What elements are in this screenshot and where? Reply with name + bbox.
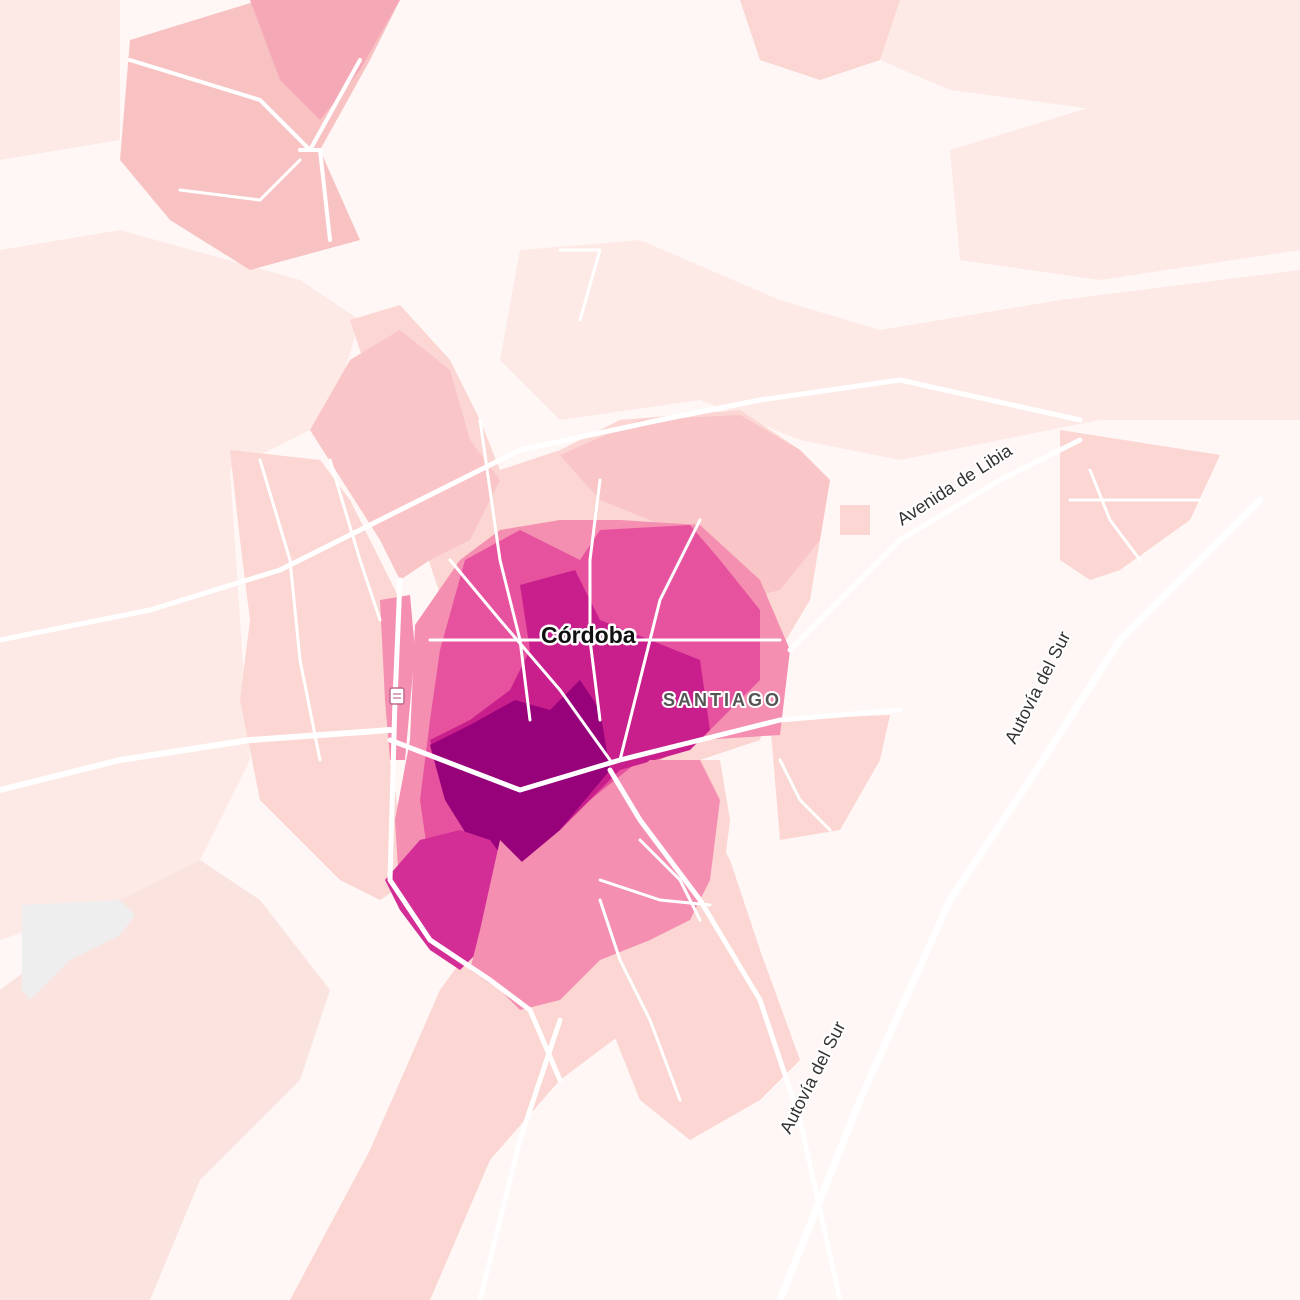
city-label: Córdoba [541, 622, 636, 648]
eastern-residential [770, 430, 1220, 840]
road-center-4 [448, 558, 612, 762]
north-neighborhood [120, 0, 900, 270]
road-river-north [387, 707, 903, 793]
road-east-grid-1 [1088, 468, 1142, 562]
road-across-1 [638, 838, 702, 922]
road-bridge-south [477, 1017, 563, 1300]
zone-north-east-strip [740, 0, 900, 80]
road-north-2 [128, 58, 362, 152]
zone-ring-west [230, 450, 410, 900]
road-south [607, 767, 843, 1300]
zone-north-dark [250, 0, 400, 120]
road-south-grid [598, 898, 682, 1102]
zone-ring-north [310, 330, 500, 580]
road-center-2 [588, 478, 602, 722]
district-label-santiago: SANTIAGO [663, 690, 782, 710]
road-across-2 [598, 878, 712, 907]
zone-small-east [840, 505, 870, 535]
stadium-icon [389, 687, 405, 705]
zone-southwest [0, 860, 330, 1300]
road-west [0, 727, 393, 793]
road-east-grid-3 [778, 758, 832, 832]
zone-level-7 [430, 680, 610, 880]
zone-across-river [470, 760, 720, 1010]
road-north-middle [558, 248, 602, 322]
zone-west [0, 470, 250, 940]
road-center-1 [478, 418, 532, 722]
zone-ring-northeast [560, 415, 830, 600]
zone-north-middle [500, 240, 1300, 460]
road-north-1 [298, 148, 332, 242]
road-north-3 [178, 158, 302, 202]
road-west-grid-1 [258, 458, 322, 762]
road-center-5 [618, 518, 702, 762]
road-autovia-sur [776, 496, 1264, 1300]
zone-northwest [0, 0, 120, 160]
zone-no-data [22, 900, 135, 1000]
zone-east-block [1060, 430, 1220, 580]
road-avenida-libia [787, 437, 1083, 653]
zone-east-south [770, 715, 890, 840]
zone-west-outer [0, 230, 360, 560]
zone-east-upper [950, 80, 1300, 280]
road-ring-north [0, 377, 1083, 643]
road-west-grid-2 [328, 458, 382, 622]
